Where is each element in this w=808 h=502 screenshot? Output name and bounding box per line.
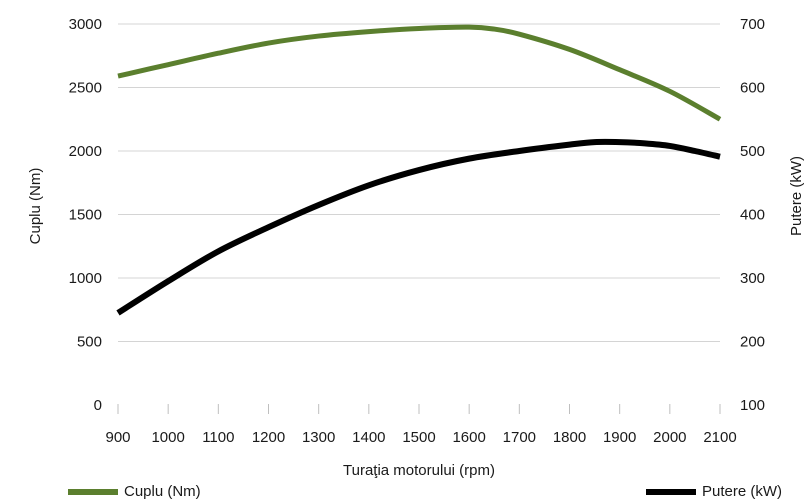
torque-legend-swatch bbox=[68, 488, 118, 495]
x-tick-label: 1800 bbox=[553, 429, 586, 446]
right-y-tick-label: 200 bbox=[740, 334, 765, 351]
x-tick-label: 1700 bbox=[503, 429, 536, 446]
torque-line bbox=[117, 24, 722, 122]
x-tick-label: 2100 bbox=[703, 429, 736, 446]
right-y-axis-ticks: 100 200 300 400 500 600 700 bbox=[740, 16, 765, 414]
right-y-tick-label: 300 bbox=[740, 270, 765, 287]
gridlines bbox=[118, 23, 720, 342]
left-y-tick-label: 2000 bbox=[69, 143, 102, 160]
right-y-tick-label: 400 bbox=[740, 207, 765, 224]
right-y-tick-label: 600 bbox=[740, 80, 765, 97]
legend-item-torque: Cuplu (Nm) bbox=[68, 483, 201, 500]
left-y-tick-label: 3000 bbox=[69, 16, 102, 33]
left-y-axis-ticks: 0 500 1000 1500 2000 2500 3000 bbox=[69, 16, 102, 414]
x-tick-label: 1300 bbox=[302, 429, 335, 446]
torque-legend-label: Cuplu (Nm) bbox=[124, 483, 201, 500]
x-tick-label: 1500 bbox=[402, 429, 435, 446]
x-tick-label: 1400 bbox=[352, 429, 385, 446]
power-line bbox=[116, 138, 721, 316]
x-tick-label: 2000 bbox=[653, 429, 686, 446]
x-tick-label: 900 bbox=[105, 429, 130, 446]
left-y-tick-label: 0 bbox=[94, 397, 102, 414]
left-y-tick-label: 500 bbox=[77, 334, 102, 351]
x-tick-label: 1600 bbox=[452, 429, 485, 446]
x-tick-label: 1100 bbox=[202, 429, 234, 446]
left-y-tick-label: 1000 bbox=[69, 270, 102, 287]
power-legend-swatch bbox=[645, 488, 696, 495]
right-y-tick-label: 100 bbox=[740, 397, 765, 414]
series-lines bbox=[116, 24, 722, 316]
x-tick-label: 1200 bbox=[252, 429, 285, 446]
x-tick-label: 1000 bbox=[151, 429, 184, 446]
right-y-tick-label: 500 bbox=[740, 143, 765, 160]
left-y-axis-title: Cuplu (Nm) bbox=[27, 168, 44, 245]
right-y-tick-label: 700 bbox=[740, 16, 765, 33]
legend-item-power: Putere (kW) bbox=[645, 483, 782, 500]
left-y-tick-label: 1500 bbox=[69, 207, 102, 224]
x-axis-ticks: 900 1000 1100 1200 1300 1400 1500 1600 1700 1800 1… bbox=[105, 404, 737, 446]
right-y-axis-title: Putere (kW) bbox=[788, 156, 805, 236]
x-tick-label: 1900 bbox=[603, 429, 636, 446]
x-axis-title: Turaţia motorului (rpm) bbox=[343, 462, 495, 479]
power-legend-label: Putere (kW) bbox=[701, 483, 782, 500]
left-y-tick-label: 2500 bbox=[69, 80, 102, 97]
